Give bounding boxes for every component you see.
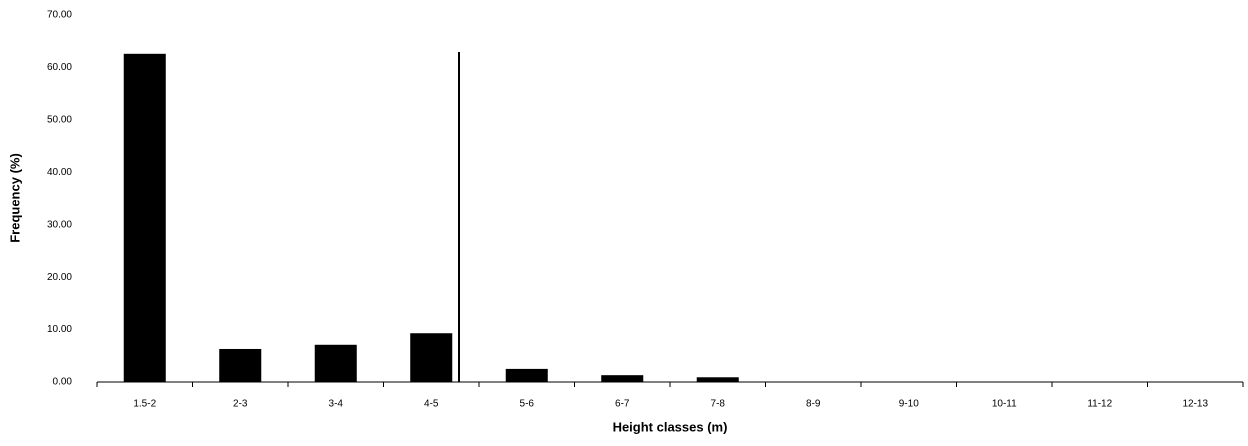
x-tick-label: 11-12	[1087, 399, 1112, 410]
x-tick-label: 5-6	[520, 399, 535, 410]
y-tick-label: 20.00	[47, 272, 72, 283]
x-tick-label: 1.5-2	[133, 399, 156, 410]
x-tick-label: 10-11	[992, 399, 1017, 410]
x-tick-label: 4-5	[424, 399, 439, 410]
y-tick-label: 60.00	[47, 62, 72, 73]
y-axis-title: Frequency (%)	[7, 153, 22, 243]
x-tick-label: 12-13	[1182, 399, 1208, 410]
x-tick-label: 8-9	[806, 399, 821, 410]
bar	[505, 368, 548, 382]
x-tick-label: 6-7	[615, 399, 630, 410]
y-tick-label: 40.00	[47, 167, 72, 178]
y-tick-label: 0.00	[53, 377, 73, 388]
bar	[601, 375, 644, 382]
bar	[219, 348, 262, 382]
y-tick-label: 70.00	[47, 10, 72, 21]
x-tick-label: 2-3	[233, 399, 248, 410]
bar	[696, 377, 739, 382]
bar	[314, 344, 357, 382]
y-tick-label: 30.00	[47, 219, 72, 230]
y-tick-label: 10.00	[47, 324, 72, 335]
x-tick-label: 7-8	[711, 399, 726, 410]
x-axis-title: Height classes (m)	[613, 419, 728, 434]
x-tick-label: 3-4	[329, 399, 344, 410]
x-tick-label: 9-10	[899, 399, 919, 410]
y-tick-label: 50.00	[47, 114, 72, 125]
bar	[410, 333, 453, 382]
bar	[123, 53, 166, 382]
